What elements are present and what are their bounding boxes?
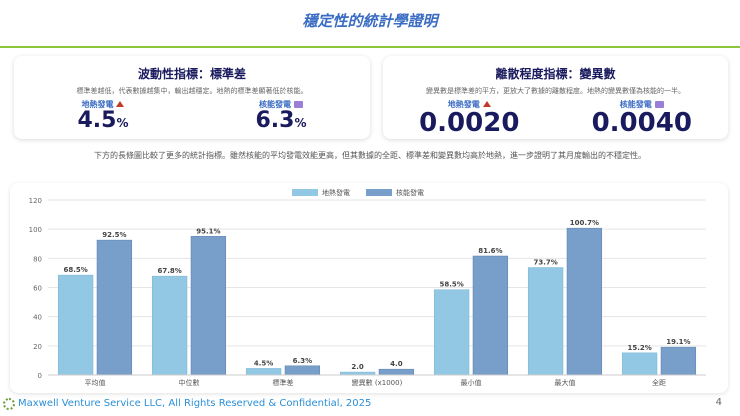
metric-label: 核能發電 bbox=[619, 100, 652, 109]
metric-nuclear: 核能發電 6.3% bbox=[255, 99, 306, 134]
bar bbox=[96, 239, 133, 376]
metric-nuclear: 核能發電 0.0040 bbox=[592, 99, 692, 136]
data-label: 100.7% bbox=[570, 219, 599, 227]
metric-unit: % bbox=[294, 116, 307, 130]
x-tick-label: 最大值 bbox=[555, 378, 576, 387]
volcano-icon bbox=[116, 101, 125, 107]
y-tick-label: 120 bbox=[29, 197, 42, 205]
data-label: 67.8% bbox=[157, 267, 181, 275]
page-number: 4 bbox=[715, 397, 722, 408]
metric-label: 地熱發電 bbox=[81, 100, 114, 109]
data-label: 6.3% bbox=[293, 357, 312, 365]
data-label: 68.5% bbox=[63, 266, 87, 274]
metric-value: 0.0040 bbox=[591, 108, 692, 138]
company-logo bbox=[3, 398, 15, 410]
card-desc: 標準差越低，代表數據越集中，輸出越穩定。地熱的標準差顯著低於核能。 bbox=[76, 87, 308, 95]
legend-swatch[interactable] bbox=[292, 189, 318, 196]
bar bbox=[245, 368, 282, 376]
variance-card: 離散程度指標：變異數 變異數是標準差的平方，更放大了數據的離散程度。地熱的變異數… bbox=[383, 56, 728, 139]
data-label: 81.6% bbox=[478, 247, 502, 255]
bar-chart: 0 20 40 60 80 100 120 68.5% 92.5% 平均值 67.8% 95.1% 中位… bbox=[29, 188, 706, 387]
chart-description: 下方的長條圖比較了更多的統計指標。雖然核能的平均發電效能更高，但其數據的全距、標… bbox=[94, 151, 646, 160]
card-title: 離散程度指標：變異數 bbox=[495, 67, 616, 81]
bar bbox=[57, 274, 94, 376]
y-tick-label: 100 bbox=[29, 226, 42, 234]
data-label: 15.2% bbox=[627, 344, 651, 352]
bar bbox=[433, 289, 470, 376]
data-label: 4.5% bbox=[254, 359, 273, 367]
y-tick-label: 0 bbox=[38, 372, 42, 380]
bar bbox=[660, 346, 697, 376]
x-tick-label: 最小值 bbox=[461, 378, 482, 387]
metric-geothermal: 地熱發電 0.0020 bbox=[419, 99, 519, 136]
y-tick-label: 20 bbox=[33, 343, 42, 351]
bar bbox=[527, 267, 564, 376]
data-label: 4.0 bbox=[390, 360, 403, 368]
metric-value: 4.5 bbox=[77, 108, 117, 133]
metric-label: 核能發電 bbox=[258, 100, 291, 109]
x-tick-label: 平均值 bbox=[85, 378, 106, 387]
volcano-icon bbox=[482, 101, 491, 107]
y-tick-label: 40 bbox=[33, 314, 42, 322]
legend-label[interactable]: 地熱發電 bbox=[322, 188, 350, 197]
card-title: 波動性指標：標準差 bbox=[137, 67, 246, 81]
data-label: 19.1% bbox=[666, 338, 690, 346]
bar bbox=[566, 227, 603, 376]
y-tick-label: 60 bbox=[33, 285, 42, 293]
chart-card: 0 20 40 60 80 100 120 68.5% 92.5% 平均值 67.8% 95.1% 中位… bbox=[10, 183, 728, 393]
data-label: 2.0 bbox=[351, 363, 364, 371]
footer-text: Maxwell Venture Service LLC, All Rights … bbox=[18, 398, 372, 409]
page-title: 穩定性的統計學證明 bbox=[302, 12, 438, 30]
metric-value: 6.3 bbox=[255, 108, 295, 133]
bar bbox=[151, 275, 188, 376]
x-tick-label: 中位數 bbox=[179, 378, 200, 387]
x-tick-label: 變異數 (x1000) bbox=[352, 378, 403, 387]
bar bbox=[621, 352, 658, 376]
bar bbox=[378, 368, 415, 376]
metric-label: 地熱發電 bbox=[447, 100, 480, 109]
data-label: 95.1% bbox=[196, 227, 220, 235]
std-dev-card: 波動性指標：標準差 標準差越低，代表數據越集中，輸出越穩定。地熱的標準差顯著低於… bbox=[14, 56, 370, 139]
legend-swatch[interactable] bbox=[366, 189, 392, 196]
y-tick-label: 80 bbox=[33, 255, 42, 263]
bar bbox=[190, 236, 227, 376]
atom-icon bbox=[293, 101, 303, 108]
data-label: 58.5% bbox=[439, 281, 463, 289]
x-tick-label: 全距 bbox=[652, 378, 666, 387]
metric-unit: % bbox=[116, 116, 129, 130]
legend-label[interactable]: 核能發電 bbox=[396, 188, 424, 197]
metric-value: 0.0020 bbox=[419, 108, 520, 138]
bar bbox=[472, 255, 509, 376]
metric-geothermal: 地熱發電 4.5% bbox=[77, 99, 128, 134]
divider bbox=[0, 46, 740, 48]
card-desc: 變異數是標準差的平方，更放大了數據的離散程度。地熱的變異數僅為核能的一半。 bbox=[426, 87, 685, 95]
data-label: 92.5% bbox=[102, 231, 126, 239]
data-label: 73.7% bbox=[533, 259, 557, 267]
x-tick-label: 標準差 bbox=[273, 378, 294, 387]
atom-icon bbox=[654, 101, 664, 108]
bar bbox=[284, 365, 321, 376]
